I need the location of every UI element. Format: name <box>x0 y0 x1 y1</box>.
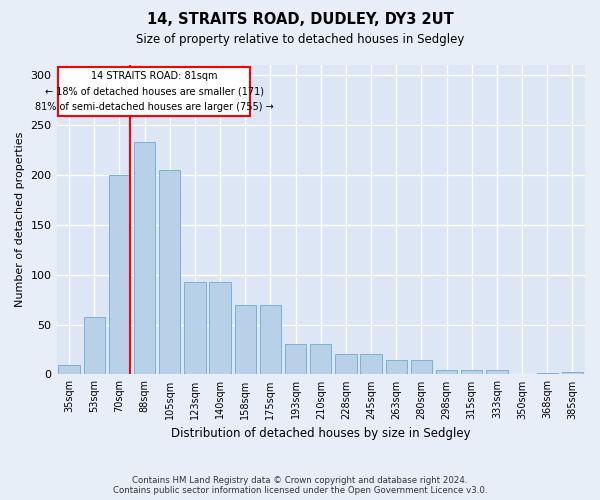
Bar <box>486 370 508 374</box>
Bar <box>58 67 250 116</box>
Bar <box>436 370 457 374</box>
Bar <box>386 360 407 374</box>
Bar <box>209 282 231 374</box>
Bar <box>285 344 307 374</box>
X-axis label: Distribution of detached houses by size in Sedgley: Distribution of detached houses by size … <box>171 427 470 440</box>
Bar <box>83 316 105 374</box>
Bar <box>260 304 281 374</box>
Bar <box>335 354 356 374</box>
Bar <box>184 282 206 374</box>
Text: Contains HM Land Registry data © Crown copyright and database right 2024.: Contains HM Land Registry data © Crown c… <box>132 476 468 485</box>
Bar <box>58 366 80 374</box>
Bar <box>310 344 331 374</box>
Bar <box>109 175 130 374</box>
Bar <box>235 304 256 374</box>
Bar <box>461 370 482 374</box>
Text: Size of property relative to detached houses in Sedgley: Size of property relative to detached ho… <box>136 32 464 46</box>
Bar <box>134 142 155 374</box>
Bar <box>562 372 583 374</box>
Text: 14, STRAITS ROAD, DUDLEY, DY3 2UT: 14, STRAITS ROAD, DUDLEY, DY3 2UT <box>146 12 454 28</box>
Text: 14 STRAITS ROAD: 81sqm
← 18% of detached houses are smaller (171)
81% of semi-de: 14 STRAITS ROAD: 81sqm ← 18% of detached… <box>35 72 274 112</box>
Y-axis label: Number of detached properties: Number of detached properties <box>15 132 25 308</box>
Bar <box>361 354 382 374</box>
Bar <box>411 360 432 374</box>
Bar <box>159 170 181 374</box>
Text: Contains public sector information licensed under the Open Government Licence v3: Contains public sector information licen… <box>113 486 487 495</box>
